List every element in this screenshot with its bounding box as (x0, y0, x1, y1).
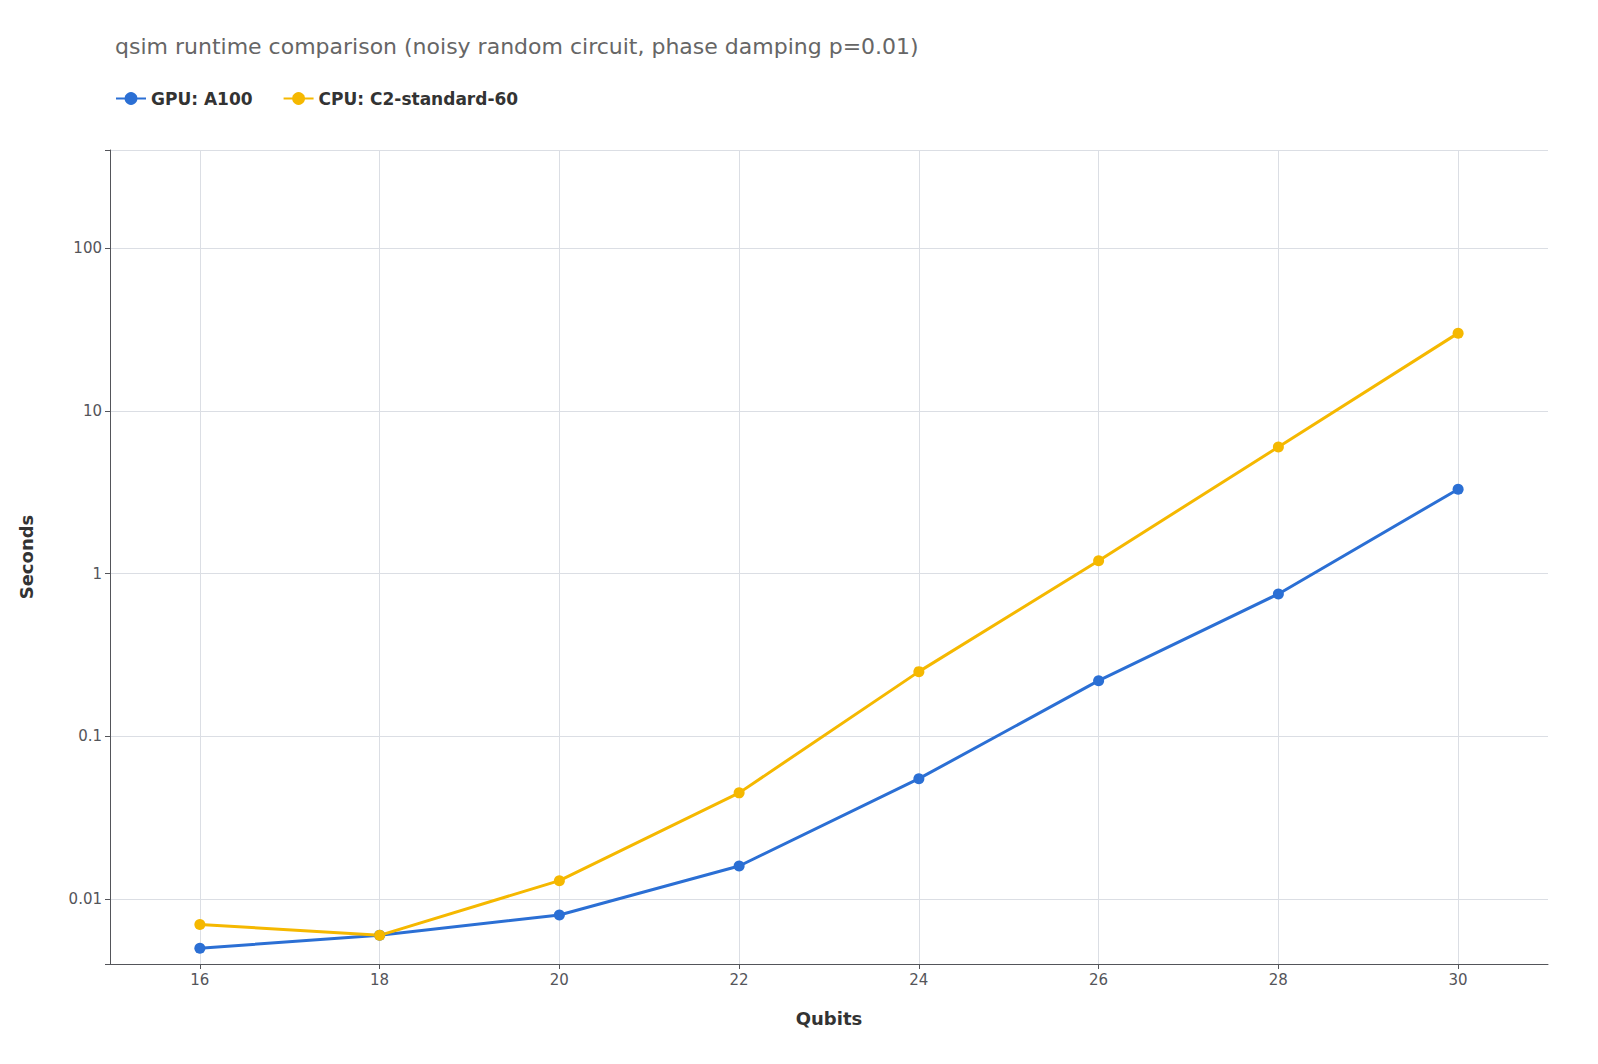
svg-text:GPU: A100: GPU: A100 (151, 89, 253, 109)
svg-text:10: 10 (83, 402, 102, 420)
svg-text:0.01: 0.01 (69, 890, 102, 908)
svg-text:0.1: 0.1 (78, 727, 102, 745)
svg-text:Seconds: Seconds (16, 515, 37, 600)
svg-text:16: 16 (190, 971, 209, 989)
svg-text:CPU: C2-standard-60: CPU: C2-standard-60 (319, 89, 519, 109)
svg-text:20: 20 (550, 971, 569, 989)
svg-text:18: 18 (370, 971, 389, 989)
svg-text:100: 100 (73, 239, 102, 257)
svg-text:1: 1 (92, 565, 102, 583)
svg-text:Qubits: Qubits (796, 1008, 863, 1029)
svg-text:28: 28 (1269, 971, 1288, 989)
svg-text:qsim runtime comparison (noisy: qsim runtime comparison (noisy random ci… (115, 34, 919, 59)
svg-text:22: 22 (730, 971, 749, 989)
svg-text:26: 26 (1089, 971, 1108, 989)
svg-text:30: 30 (1449, 971, 1468, 989)
svg-text:24: 24 (909, 971, 928, 989)
